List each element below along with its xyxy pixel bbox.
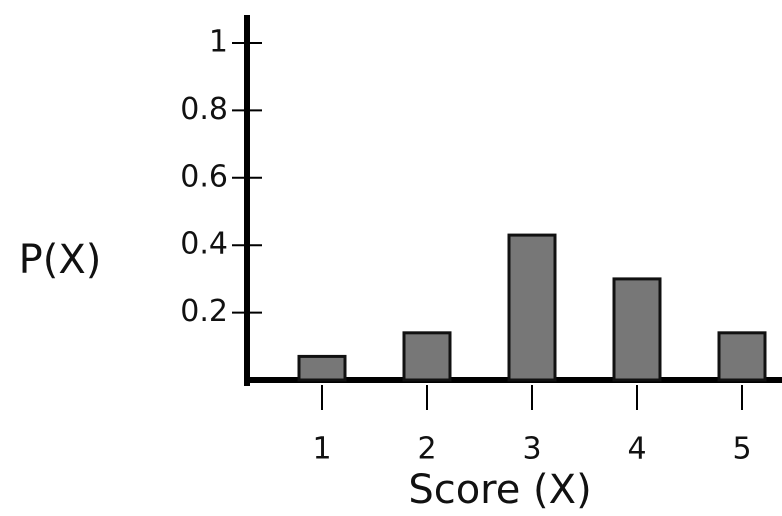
x-tick-label: 5 [732,432,751,467]
bar [719,333,765,380]
bar [509,235,555,380]
y-tick-label: 0.8 [180,92,228,127]
chart: P(X) Score (X) 0.2 0.4 0.6 0.8 1 1 2 3 4 5 [0,0,782,516]
y-tick-label: 1 [209,25,228,60]
bar [614,279,660,380]
y-axis-label: P(X) [19,237,102,283]
bar [299,356,345,380]
x-tick-label: 4 [627,432,646,467]
y-tick-label: 0.2 [180,294,228,329]
x-tick-label: 1 [312,432,331,467]
x-tick-label: 2 [417,432,436,467]
y-tick-label: 0.4 [180,227,228,262]
y-tick-label: 0.6 [180,159,228,194]
bar [404,333,450,380]
x-tick-label: 3 [522,432,541,467]
x-axis-label: Score (X) [408,467,591,513]
